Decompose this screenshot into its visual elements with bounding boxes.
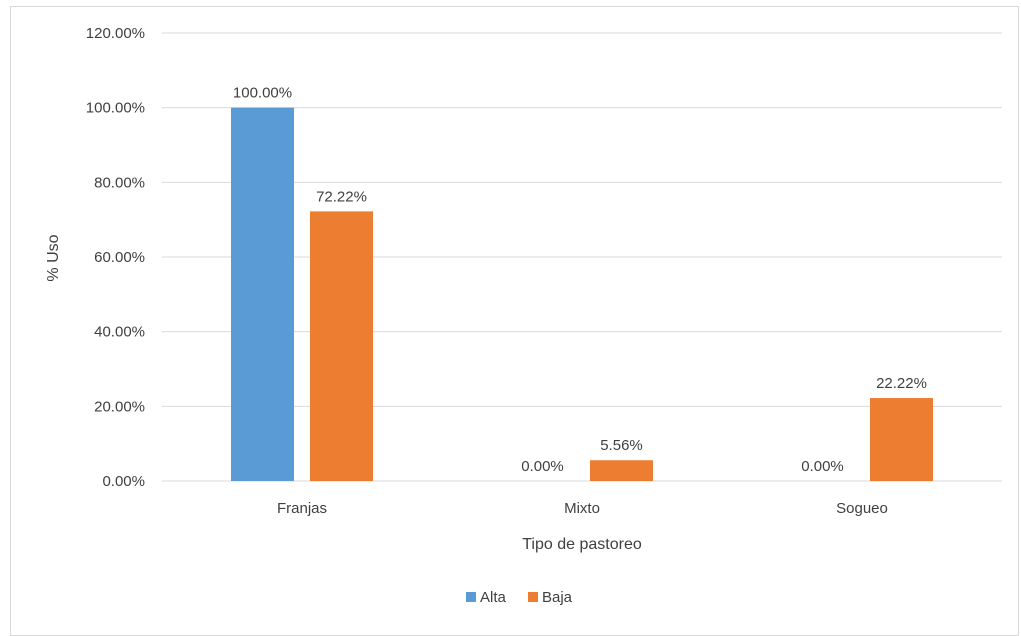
legend-label-alta: Alta (480, 589, 507, 606)
legend-label-baja: Baja (542, 589, 573, 606)
data-label: 0.00% (801, 458, 844, 475)
legend: Alta Baja (466, 589, 573, 606)
legend-swatch-baja (528, 592, 538, 602)
y-axis-title: % Uso (45, 234, 62, 281)
data-label: 5.56% (600, 437, 643, 454)
gridlines (162, 32, 1002, 482)
x-tick-label: Mixto (564, 500, 600, 517)
y-axis-tick-labels: 0.00% 20.00% 40.00% 60.00% 80.00% 100.00% 120.… (86, 25, 145, 490)
y-tick-label: 0.00% (102, 473, 145, 490)
y-tick-label: 60.00% (94, 249, 145, 266)
x-tick-label: Franjas (277, 500, 327, 517)
x-axis-tick-labels: Franjas Mixto Sogueo (277, 500, 888, 517)
bars (231, 107, 933, 482)
bar-baja-mixto (590, 460, 653, 481)
y-tick-label: 40.00% (94, 324, 145, 341)
legend-swatch-alta (466, 592, 476, 602)
data-label: 100.00% (233, 85, 292, 102)
y-tick-label: 80.00% (94, 174, 145, 191)
bar-alta-franjas (231, 107, 294, 482)
data-label: 72.22% (316, 188, 367, 205)
data-label: 22.22% (876, 375, 927, 392)
data-labels: 100.00% 72.22% 0.00% 5.56% 0.00% 22.22% (233, 85, 927, 475)
bar-baja-franjas (310, 211, 373, 481)
y-tick-label: 100.00% (86, 100, 145, 117)
x-axis-title: Tipo de pastoreo (522, 536, 642, 553)
bar-baja-sogueo (870, 398, 933, 481)
x-tick-label: Sogueo (836, 500, 888, 517)
y-tick-label: 120.00% (86, 25, 145, 42)
data-label: 0.00% (521, 458, 564, 475)
y-tick-label: 20.00% (94, 398, 145, 415)
